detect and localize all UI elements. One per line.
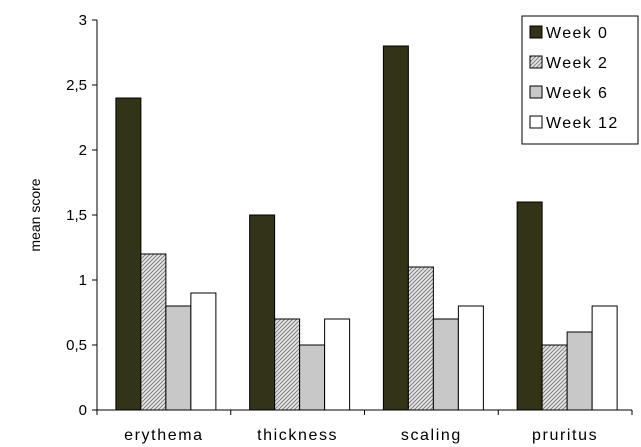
legend: Week 0 Week 2 Week 6 Week 12 bbox=[521, 15, 639, 145]
bar-erythema-week-12 bbox=[190, 292, 217, 411]
bar-pruritus-week-0 bbox=[516, 201, 543, 411]
bar-scaling-week-0 bbox=[382, 45, 409, 411]
bar-thickness-week-2 bbox=[274, 318, 301, 411]
legend-label: Week 6 bbox=[546, 85, 608, 102]
legend-swatch bbox=[529, 25, 543, 39]
y-axis-title: mean score bbox=[27, 178, 43, 251]
plot-area: 0 0,5 1 1,5 2 2,5 3 erythema thickness scaling pru… bbox=[66, 12, 633, 444]
y-tick-label: 2 bbox=[79, 142, 87, 159]
x-tick-label: erythema bbox=[124, 427, 204, 444]
bar-thickness-week-12 bbox=[324, 318, 351, 411]
y-tick-label: 1 bbox=[79, 272, 87, 289]
legend-swatch bbox=[529, 115, 543, 129]
bar-thickness-week-0 bbox=[249, 214, 276, 411]
y-tick-label: 1,5 bbox=[66, 207, 87, 224]
bar-erythema-week-6 bbox=[165, 305, 192, 411]
bar-pruritus-week-6 bbox=[566, 331, 593, 411]
x-tick-label: pruritus bbox=[532, 427, 598, 444]
x-tick-label: scaling bbox=[401, 427, 462, 444]
legend-swatch bbox=[529, 85, 543, 99]
bar-erythema-week-0 bbox=[115, 97, 142, 411]
x-tick-label: thickness bbox=[257, 427, 338, 444]
y-tick-label: 0 bbox=[79, 402, 87, 419]
y-tick-label: 0,5 bbox=[66, 337, 87, 354]
bar-erythema-week-2 bbox=[140, 253, 167, 411]
legend-label: Week 12 bbox=[546, 115, 619, 132]
legend-label: Week 2 bbox=[546, 55, 608, 72]
bar-scaling-week-12 bbox=[457, 305, 484, 411]
bar-scaling-week-6 bbox=[432, 318, 459, 411]
bar-pruritus-week-12 bbox=[591, 305, 618, 411]
y-tick-label: 2,5 bbox=[66, 77, 87, 94]
legend-swatch bbox=[529, 55, 543, 69]
legend-label: Week 0 bbox=[546, 25, 608, 42]
y-tick-label: 3 bbox=[79, 12, 87, 29]
bar-scaling-week-2 bbox=[407, 266, 434, 411]
bar-pruritus-week-2 bbox=[541, 344, 568, 411]
bar-thickness-week-6 bbox=[299, 344, 326, 411]
